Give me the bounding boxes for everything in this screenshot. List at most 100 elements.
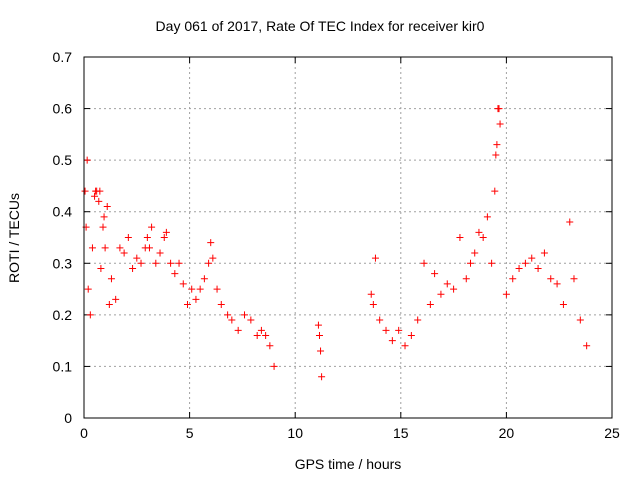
- data-point: [496, 120, 504, 128]
- data-point: [395, 326, 403, 334]
- data-point: [100, 213, 108, 221]
- data-point: [456, 234, 464, 241]
- data-point: [116, 244, 124, 252]
- data-point: [97, 264, 105, 272]
- data-point: [317, 347, 325, 355]
- data-point: [318, 373, 326, 381]
- data-point: [213, 285, 221, 293]
- data-point: [420, 259, 428, 267]
- data-point: [200, 275, 208, 283]
- x-tick-label: 5: [186, 425, 194, 441]
- data-point: [495, 105, 503, 113]
- y-tick-label: 0.6: [53, 101, 73, 117]
- data-point: [515, 264, 523, 272]
- data-point: [209, 254, 217, 262]
- data-point: [241, 311, 249, 319]
- data-point: [509, 275, 517, 283]
- data-point: [95, 197, 103, 205]
- data-point: [443, 280, 451, 288]
- data-point: [160, 234, 168, 241]
- data-point: [534, 264, 542, 272]
- data-point: [570, 275, 578, 283]
- data-point: [462, 275, 470, 283]
- data-point: [414, 316, 422, 324]
- data-point: [205, 259, 213, 267]
- data-point: [96, 187, 104, 195]
- x-tick-label: 10: [287, 425, 303, 441]
- y-tick-label: 0.1: [53, 358, 73, 374]
- data-point: [388, 337, 396, 345]
- data-point: [540, 249, 548, 257]
- data-point: [502, 290, 510, 298]
- data-point: [528, 254, 536, 262]
- data-point: [179, 280, 187, 288]
- data-point: [437, 290, 445, 298]
- chart-title: Day 061 of 2017, Rate Of TEC Index for r…: [155, 18, 485, 34]
- data-point: [224, 311, 232, 319]
- data-point: [81, 187, 89, 195]
- data-point: [466, 259, 474, 267]
- data-point: [426, 301, 434, 309]
- data-point: [86, 311, 94, 319]
- axis-ticks: 0 5 10 15 20 25 0 0.1 0.2 0.3 0.4 0.5 0.6 0.7: [53, 49, 620, 441]
- data-point: [314, 321, 322, 329]
- data-point: [479, 234, 487, 241]
- data-point: [196, 285, 204, 293]
- data-point: [566, 218, 574, 226]
- data-point: [257, 326, 265, 334]
- data-point: [266, 342, 274, 350]
- data-point: [234, 326, 242, 334]
- data-point: [207, 239, 215, 247]
- y-tick-label: 0: [64, 410, 72, 426]
- data-point: [192, 295, 200, 303]
- data-point: [367, 290, 375, 298]
- plot-frame: [83, 56, 613, 419]
- data-point: [521, 259, 529, 267]
- data-point: [99, 223, 107, 231]
- data-point: [228, 316, 236, 324]
- data-point: [143, 234, 151, 241]
- x-tick-label: 20: [499, 425, 515, 441]
- data-point: [156, 249, 164, 257]
- data-point: [583, 342, 591, 350]
- y-tick-label: 0.4: [53, 204, 73, 220]
- data-point: [369, 301, 377, 309]
- data-point: [382, 326, 390, 334]
- data-point: [83, 156, 91, 164]
- data-point: [262, 331, 270, 339]
- data-point: [107, 275, 115, 283]
- data-points: [81, 105, 591, 381]
- data-point: [483, 213, 491, 221]
- data-point: [270, 362, 278, 370]
- data-point: [247, 316, 255, 324]
- data-point: [450, 285, 458, 293]
- data-point: [152, 259, 160, 267]
- x-tick-label: 25: [604, 425, 620, 441]
- y-tick-label: 0.7: [53, 49, 73, 65]
- data-point: [492, 151, 500, 159]
- data-point: [84, 285, 92, 293]
- data-point: [475, 228, 483, 236]
- data-point: [471, 249, 479, 257]
- data-point: [124, 234, 132, 241]
- data-point: [217, 301, 225, 309]
- data-point: [88, 244, 96, 252]
- data-point: [559, 301, 567, 309]
- data-point: [105, 301, 113, 309]
- data-point: [253, 331, 261, 339]
- data-point: [148, 223, 156, 231]
- data-point: [171, 270, 179, 278]
- data-point: [167, 259, 175, 267]
- data-point: [103, 203, 111, 211]
- y-tick-label: 0.3: [53, 255, 73, 271]
- data-point: [488, 259, 496, 267]
- data-point: [162, 228, 170, 236]
- x-tick-label: 0: [80, 425, 88, 441]
- data-point: [407, 331, 415, 339]
- data-point: [133, 254, 141, 262]
- x-tick-label: 15: [393, 425, 409, 441]
- data-point: [553, 280, 561, 288]
- data-point: [491, 187, 499, 195]
- data-point: [145, 244, 153, 252]
